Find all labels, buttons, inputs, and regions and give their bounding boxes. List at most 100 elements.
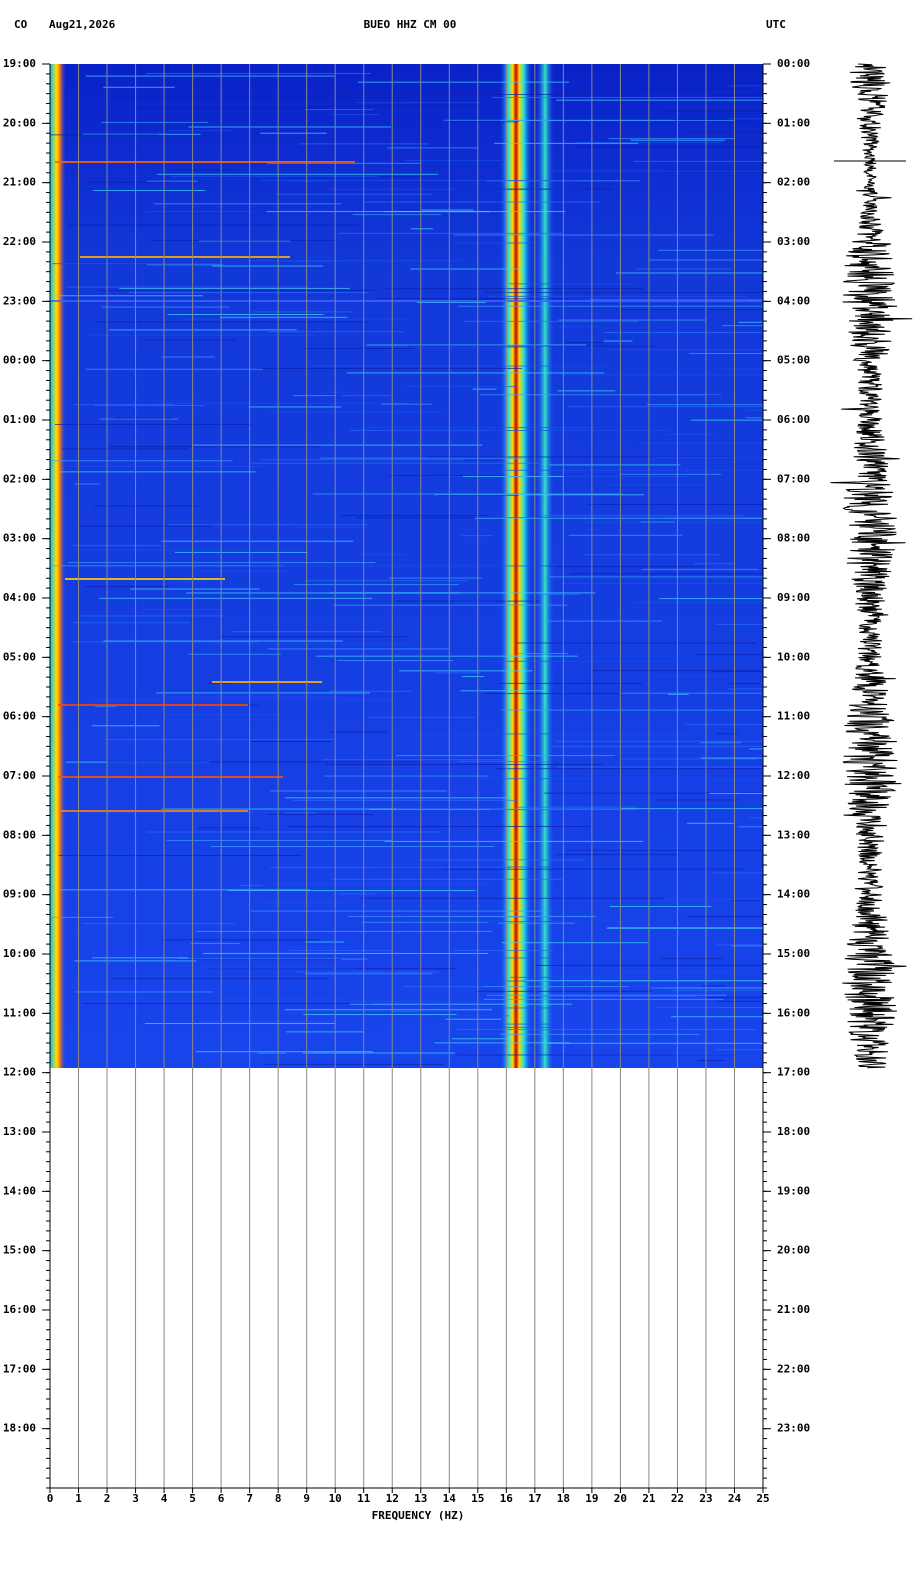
noise-streak [74, 549, 224, 551]
noise-streak [133, 107, 328, 109]
noise-streak [105, 739, 335, 741]
noise-streak [331, 113, 379, 115]
noise-streak [368, 716, 475, 718]
x-tick-label: 9 [303, 1492, 310, 1505]
noise-streak [443, 119, 674, 121]
noise-streak [156, 173, 438, 175]
y-tick-label: 13:00 [3, 1125, 36, 1138]
noise-streak [556, 854, 679, 856]
noise-streak [195, 570, 289, 572]
noise-streak [390, 346, 536, 348]
noise-streak [731, 900, 761, 902]
noise-streak [85, 368, 263, 370]
noise-streak [687, 916, 763, 918]
noise-streak [348, 915, 597, 917]
noise-streak [583, 554, 721, 556]
noise-streak [85, 586, 170, 588]
noise-streak [72, 545, 162, 547]
noise-streak [417, 301, 487, 303]
noise-streak [195, 1051, 374, 1053]
noise-streak [404, 986, 629, 988]
noise-streak [396, 755, 616, 757]
noise-streak [452, 1038, 511, 1040]
event-streak [58, 776, 283, 778]
noise-streak [361, 921, 489, 923]
noise-streak [739, 826, 763, 828]
x-tick-label: 20 [614, 1492, 627, 1505]
noise-streak [54, 423, 252, 425]
noise-streak [501, 709, 763, 711]
noise-streak [731, 945, 763, 947]
noise-streak [651, 456, 763, 458]
noise-streak [433, 1007, 719, 1009]
x-tick-label: 8 [275, 1492, 282, 1505]
noise-streak [251, 740, 332, 742]
noise-streak [101, 121, 208, 123]
noise-streak [545, 620, 663, 622]
noise-streak [303, 1014, 457, 1016]
noise-streak [453, 234, 714, 236]
noise-streak [480, 394, 706, 396]
noise-streak [699, 742, 742, 744]
noise-streak [635, 268, 731, 270]
y-tick-label: 20:00 [3, 116, 36, 129]
noise-streak [267, 813, 373, 815]
noise-streak [144, 339, 236, 341]
noise-streak [82, 923, 235, 925]
y2-tick-label: 09:00 [777, 591, 810, 604]
noise-streak [715, 944, 763, 946]
noise-streak [66, 286, 309, 288]
x-tick-label: 16 [500, 1492, 514, 1505]
y2-tick-label: 08:00 [777, 532, 810, 545]
noise-streak [729, 683, 760, 685]
noise-streak [170, 175, 379, 177]
noise-streak [658, 249, 763, 251]
noise-streak [565, 849, 763, 851]
noise-streak [58, 889, 310, 891]
noise-streak [216, 998, 344, 1000]
noise-streak [381, 403, 433, 405]
noise-streak [575, 141, 721, 143]
noise-streak [82, 1003, 373, 1005]
noise-streak [187, 653, 282, 655]
noise-streak [392, 1011, 419, 1013]
noise-streak [684, 132, 762, 134]
noise-streak [108, 329, 297, 331]
x-tick-label: 22 [671, 1492, 684, 1505]
noise-streak [656, 675, 728, 677]
noise-streak [284, 260, 341, 262]
noise-streak [671, 989, 763, 991]
x-tick-label: 4 [161, 1492, 168, 1505]
noise-streak [67, 224, 358, 226]
noise-streak [494, 142, 639, 144]
noise-streak [58, 854, 302, 856]
x-tick-label: 11 [357, 1492, 371, 1505]
noise-streak [52, 263, 222, 265]
noise-streak [607, 484, 705, 486]
noise-streak [338, 232, 563, 234]
noise-streak [267, 648, 451, 650]
y-tick-label: 12:00 [3, 1066, 36, 1079]
noise-streak [442, 868, 744, 870]
y-tick-label: 06:00 [3, 710, 36, 723]
noise-streak [680, 98, 763, 100]
noise-streak [260, 459, 465, 461]
noise-streak [746, 409, 763, 411]
noise-streak [174, 169, 239, 171]
noise-streak [462, 476, 564, 478]
noise-streak [119, 287, 350, 289]
noise-streak [178, 1012, 348, 1014]
noise-streak [316, 655, 578, 657]
noise-streak [346, 372, 605, 374]
noise-streak [660, 958, 723, 960]
noise-streak [551, 68, 763, 70]
noise-streak [619, 309, 763, 311]
seismogram-trace [830, 63, 913, 1069]
noise-streak [98, 289, 377, 291]
noise-streak [456, 1029, 756, 1031]
noise-streak [82, 812, 279, 814]
x-tick-label: 21 [642, 1492, 656, 1505]
noise-streak [567, 406, 763, 408]
noise-streak [333, 604, 567, 606]
y2-tick-label: 20:00 [777, 1244, 810, 1257]
